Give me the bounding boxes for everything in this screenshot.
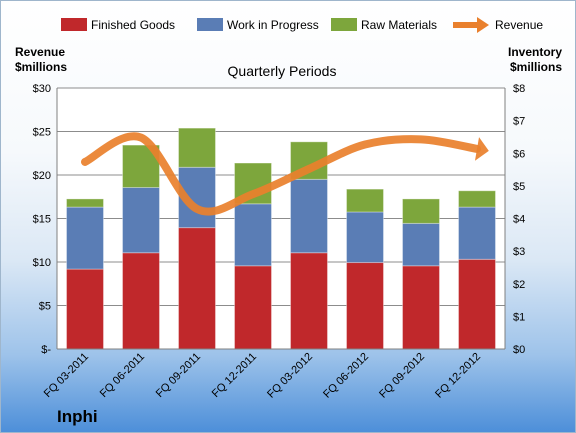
- right-tick-label: $2: [513, 279, 525, 291]
- left-tick-label: $5: [39, 301, 51, 313]
- x-tick-label: FQ 12-2012: [433, 351, 483, 401]
- legend-arrow-revenue: [477, 17, 489, 33]
- x-tick-label: FQ 03-2011: [42, 351, 91, 400]
- legend-label-revenue: Revenue: [495, 18, 543, 32]
- revenue-point: [141, 137, 142, 138]
- revenue-point: [85, 161, 86, 162]
- bar-segment-raw-materials: [66, 198, 104, 208]
- revenue-point: [477, 148, 478, 149]
- bar-segment-raw-materials: [458, 190, 496, 208]
- left-tick-label: $10: [33, 257, 51, 269]
- left-tick-label: $25: [33, 127, 51, 139]
- revenue-point: [309, 168, 310, 169]
- legend-label-raw-materials: Raw Materials: [361, 18, 437, 32]
- x-tick-label: FQ 03-2012: [265, 351, 315, 401]
- right-axis-title-line2: $millions: [510, 60, 562, 74]
- x-tick-label: FQ 09-2012: [377, 351, 427, 401]
- right-tick-label: $1: [513, 311, 525, 323]
- bar-segment-work-in-progress: [458, 206, 496, 260]
- bar-segment-finished-goods: [234, 265, 272, 350]
- right-axis-title-line1: Inventory: [508, 45, 562, 59]
- right-tick-label: $5: [513, 181, 525, 193]
- legend-swatch-raw-materials: [331, 18, 357, 31]
- bar-segment-work-in-progress: [346, 211, 384, 264]
- bar-segment-finished-goods: [290, 252, 328, 350]
- bar-segment-work-in-progress: [234, 203, 272, 267]
- x-tick-label: FQ 12-2011: [210, 351, 259, 400]
- left-axis-title-line1: Revenue: [15, 45, 65, 59]
- revenue-point: [197, 208, 198, 209]
- revenue-point: [365, 144, 366, 145]
- x-tick-label: FQ 09-2011: [154, 351, 203, 400]
- revenue-point: [421, 139, 422, 140]
- right-tick-label: $6: [513, 148, 525, 160]
- bar-segment-finished-goods: [122, 252, 160, 350]
- bar-segment-finished-goods: [402, 265, 440, 350]
- company-name: Inphi: [57, 407, 98, 426]
- left-axis-title-line2: $millions: [15, 60, 67, 74]
- chart-title: Quarterly Periods: [228, 63, 337, 79]
- revenue-arrow-head: [474, 137, 489, 161]
- bar-segment-finished-goods: [178, 227, 216, 350]
- bar-segment-finished-goods: [346, 262, 384, 350]
- legend-label-work-in-progress: Work in Progress: [227, 18, 319, 32]
- legend-swatch-finished-goods: [61, 18, 87, 31]
- right-tick-label: $0: [513, 344, 525, 356]
- bar-segment-raw-materials: [402, 198, 440, 224]
- x-tick-label: FQ 06-2012: [321, 351, 371, 401]
- bar-segment-work-in-progress: [290, 178, 328, 254]
- bar-segment-raw-materials: [178, 127, 216, 168]
- legend-label-finished-goods: Finished Goods: [91, 18, 175, 32]
- bar-segment-work-in-progress: [402, 222, 440, 267]
- right-tick-label: $3: [513, 246, 525, 258]
- right-tick-label: $7: [513, 116, 525, 128]
- bar-segment-work-in-progress: [66, 206, 104, 270]
- right-tick-label: $8: [513, 83, 525, 95]
- left-tick-label: $15: [33, 214, 51, 226]
- bar-segment-raw-materials: [346, 188, 384, 213]
- left-tick-label: $-: [41, 344, 51, 356]
- revenue-point: [253, 194, 254, 195]
- right-tick-label: $4: [513, 214, 525, 226]
- x-tick-label: FQ 06-2011: [98, 351, 147, 400]
- bar-segment-work-in-progress: [122, 187, 160, 254]
- revenue-line: [81, 132, 481, 216]
- bar-segment-finished-goods: [458, 258, 496, 350]
- legend-swatch-work-in-progress: [197, 18, 223, 31]
- left-tick-label: $30: [33, 83, 51, 95]
- bar-segment-finished-goods: [66, 268, 104, 350]
- left-tick-label: $20: [33, 170, 51, 182]
